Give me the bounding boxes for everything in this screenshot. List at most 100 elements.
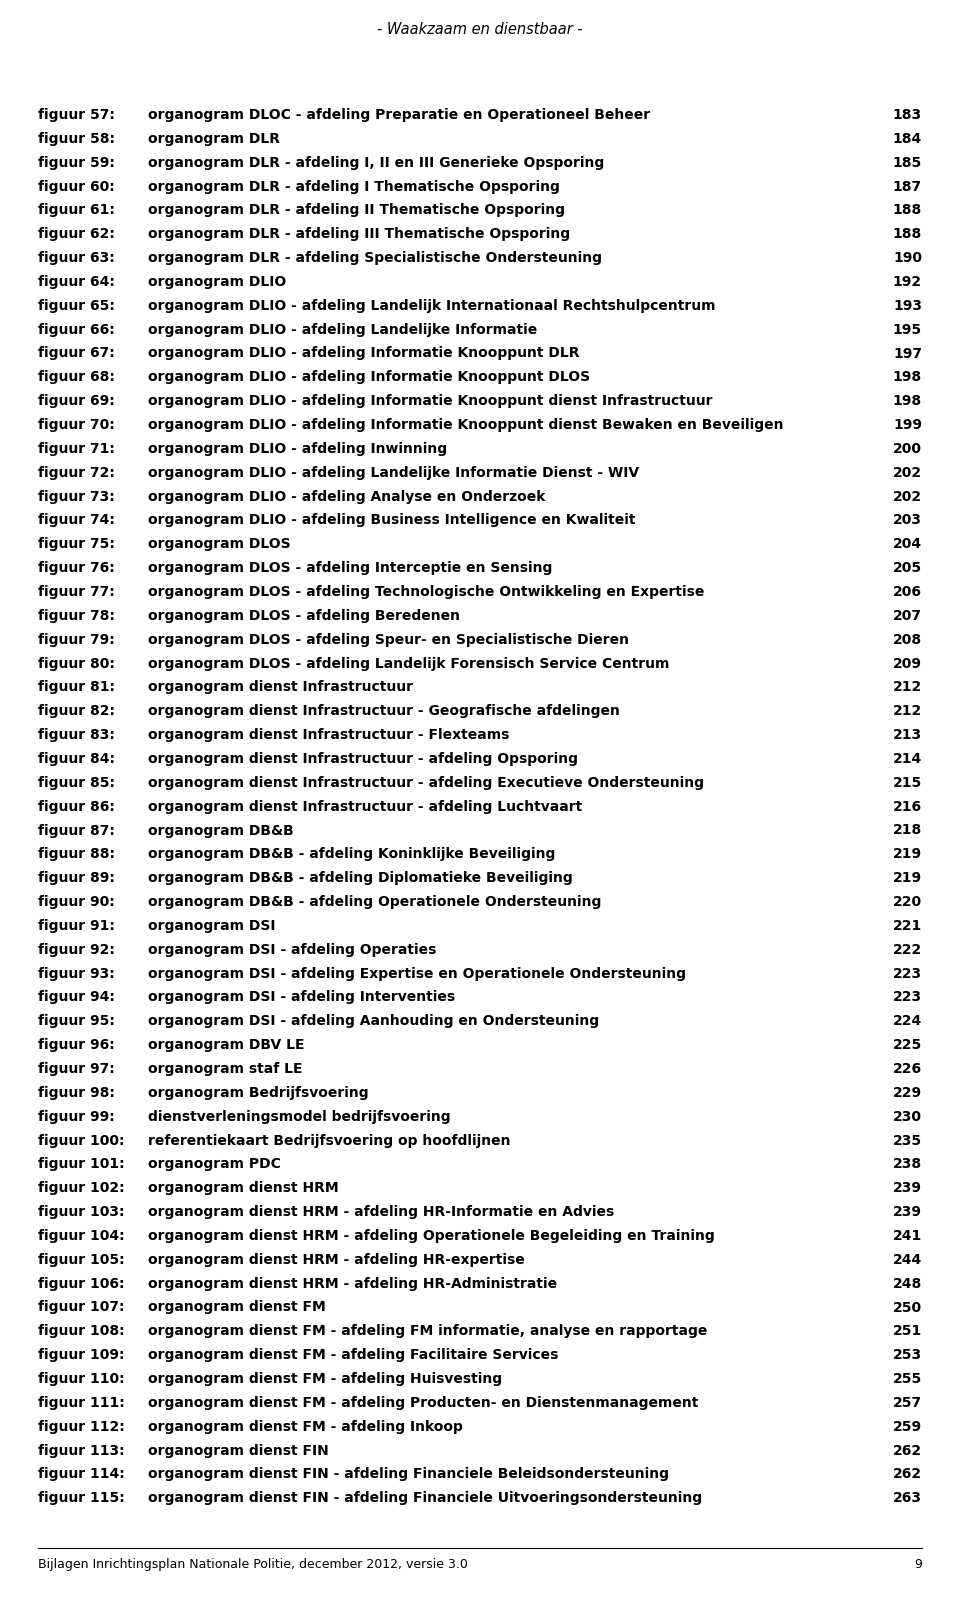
Text: figuur 95:: figuur 95: xyxy=(38,1014,115,1029)
Text: figuur 78:: figuur 78: xyxy=(38,610,115,622)
Text: figuur 68:: figuur 68: xyxy=(38,370,115,384)
Text: figuur 79:: figuur 79: xyxy=(38,632,115,646)
Text: figuur 57:: figuur 57: xyxy=(38,109,115,122)
Text: organogram dienst FM - afdeling Huisvesting: organogram dienst FM - afdeling Huisvest… xyxy=(148,1373,502,1386)
Text: 202: 202 xyxy=(893,490,922,504)
Text: organogram DSI - afdeling Aanhouding en Ondersteuning: organogram DSI - afdeling Aanhouding en … xyxy=(148,1014,599,1029)
Text: figuur 85:: figuur 85: xyxy=(38,776,115,790)
Text: figuur 74:: figuur 74: xyxy=(38,514,115,528)
Text: organogram Bedrijfsvoering: organogram Bedrijfsvoering xyxy=(148,1086,369,1099)
Text: 198: 198 xyxy=(893,394,922,408)
Text: 244: 244 xyxy=(893,1253,922,1267)
Text: figuur 67:: figuur 67: xyxy=(38,347,115,360)
Text: organogram DB&B - afdeling Operationele Ondersteuning: organogram DB&B - afdeling Operationele … xyxy=(148,894,601,909)
Text: figuur 73:: figuur 73: xyxy=(38,490,115,504)
Text: organogram dienst Infrastructuur: organogram dienst Infrastructuur xyxy=(148,680,413,694)
Text: organogram DSI - afdeling Operaties: organogram DSI - afdeling Operaties xyxy=(148,942,437,957)
Text: figuur 84:: figuur 84: xyxy=(38,752,115,766)
Text: - Waakzaam en dienstbaar -: - Waakzaam en dienstbaar - xyxy=(377,22,583,37)
Text: figuur 65:: figuur 65: xyxy=(38,299,115,314)
Text: 209: 209 xyxy=(893,656,922,670)
Text: figuur 58:: figuur 58: xyxy=(38,131,115,146)
Text: figuur 97:: figuur 97: xyxy=(38,1062,115,1075)
Text: 216: 216 xyxy=(893,800,922,814)
Text: organogram DB&B: organogram DB&B xyxy=(148,824,294,837)
Text: organogram dienst FIN: organogram dienst FIN xyxy=(148,1443,328,1458)
Text: figuur 94:: figuur 94: xyxy=(38,990,115,1005)
Text: 204: 204 xyxy=(893,538,922,552)
Text: figuur 77:: figuur 77: xyxy=(38,586,115,598)
Text: 214: 214 xyxy=(893,752,922,766)
Text: figuur 96:: figuur 96: xyxy=(38,1038,115,1053)
Text: 263: 263 xyxy=(893,1491,922,1506)
Text: figuur 91:: figuur 91: xyxy=(38,918,115,933)
Text: 185: 185 xyxy=(893,155,922,170)
Text: figuur 102:: figuur 102: xyxy=(38,1181,125,1195)
Text: figuur 60:: figuur 60: xyxy=(38,179,115,194)
Text: 239: 239 xyxy=(893,1205,922,1219)
Text: 230: 230 xyxy=(893,1110,922,1123)
Text: figuur 61:: figuur 61: xyxy=(38,203,115,218)
Text: figuur 76:: figuur 76: xyxy=(38,562,115,574)
Text: organogram DSI - afdeling Interventies: organogram DSI - afdeling Interventies xyxy=(148,990,455,1005)
Text: 198: 198 xyxy=(893,370,922,384)
Text: organogram DLIO - afdeling Informatie Knooppunt dienst Bewaken en Beveiligen: organogram DLIO - afdeling Informatie Kn… xyxy=(148,418,783,432)
Text: figuur 62:: figuur 62: xyxy=(38,227,115,242)
Text: organogram dienst HRM - afdeling HR-Informatie en Advies: organogram dienst HRM - afdeling HR-Info… xyxy=(148,1205,614,1219)
Text: 229: 229 xyxy=(893,1086,922,1099)
Text: 199: 199 xyxy=(893,418,922,432)
Text: organogram dienst Infrastructuur - Geografische afdelingen: organogram dienst Infrastructuur - Geogr… xyxy=(148,704,620,718)
Text: 9: 9 xyxy=(914,1558,922,1571)
Text: organogram DLIO - afdeling Inwinning: organogram DLIO - afdeling Inwinning xyxy=(148,442,447,456)
Text: organogram DLIO - afdeling Landelijk Internationaal Rechtshulpcentrum: organogram DLIO - afdeling Landelijk Int… xyxy=(148,299,715,314)
Text: figuur 71:: figuur 71: xyxy=(38,442,115,456)
Text: figuur 101:: figuur 101: xyxy=(38,1157,125,1171)
Text: 200: 200 xyxy=(893,442,922,456)
Text: organogram dienst FM - afdeling Inkoop: organogram dienst FM - afdeling Inkoop xyxy=(148,1419,463,1434)
Text: organogram DLIO - afdeling Informatie Knooppunt DLOS: organogram DLIO - afdeling Informatie Kn… xyxy=(148,370,590,384)
Text: organogram DLR - afdeling II Thematische Opsporing: organogram DLR - afdeling II Thematische… xyxy=(148,203,565,218)
Text: figuur 93:: figuur 93: xyxy=(38,966,115,981)
Text: 251: 251 xyxy=(893,1325,922,1338)
Text: figuur 109:: figuur 109: xyxy=(38,1349,125,1362)
Text: 195: 195 xyxy=(893,323,922,336)
Text: figuur 113:: figuur 113: xyxy=(38,1443,125,1458)
Text: 239: 239 xyxy=(893,1181,922,1195)
Text: organogram DLR - afdeling Specialistische Ondersteuning: organogram DLR - afdeling Specialistisch… xyxy=(148,251,602,266)
Text: organogram dienst HRM: organogram dienst HRM xyxy=(148,1181,339,1195)
Text: 221: 221 xyxy=(893,918,922,933)
Text: 248: 248 xyxy=(893,1277,922,1291)
Text: organogram DLOS - afdeling Speur- en Specialistische Dieren: organogram DLOS - afdeling Speur- en Spe… xyxy=(148,632,629,646)
Text: 262: 262 xyxy=(893,1443,922,1458)
Text: 250: 250 xyxy=(893,1301,922,1315)
Text: organogram DBV LE: organogram DBV LE xyxy=(148,1038,304,1053)
Text: figuur 80:: figuur 80: xyxy=(38,656,115,670)
Text: 190: 190 xyxy=(893,251,922,266)
Text: 183: 183 xyxy=(893,109,922,122)
Text: figuur 69:: figuur 69: xyxy=(38,394,115,408)
Text: 224: 224 xyxy=(893,1014,922,1029)
Text: organogram DLIO - afdeling Analyse en Onderzoek: organogram DLIO - afdeling Analyse en On… xyxy=(148,490,545,504)
Text: organogram DLR - afdeling I, II en III Generieke Opsporing: organogram DLR - afdeling I, II en III G… xyxy=(148,155,604,170)
Text: organogram dienst FM: organogram dienst FM xyxy=(148,1301,325,1315)
Text: figuur 111:: figuur 111: xyxy=(38,1395,125,1410)
Text: organogram dienst HRM - afdeling HR-expertise: organogram dienst HRM - afdeling HR-expe… xyxy=(148,1253,525,1267)
Text: 226: 226 xyxy=(893,1062,922,1075)
Text: figuur 63:: figuur 63: xyxy=(38,251,115,266)
Text: organogram DSI - afdeling Expertise en Operationele Ondersteuning: organogram DSI - afdeling Expertise en O… xyxy=(148,966,686,981)
Text: 253: 253 xyxy=(893,1349,922,1362)
Text: 188: 188 xyxy=(893,227,922,242)
Text: 206: 206 xyxy=(893,586,922,598)
Text: organogram DLR - afdeling I Thematische Opsporing: organogram DLR - afdeling I Thematische … xyxy=(148,179,560,194)
Text: 215: 215 xyxy=(893,776,922,790)
Text: 187: 187 xyxy=(893,179,922,194)
Text: organogram DLIO - afdeling Business Intelligence en Kwaliteit: organogram DLIO - afdeling Business Inte… xyxy=(148,514,636,528)
Text: figuur 98:: figuur 98: xyxy=(38,1086,115,1099)
Text: figuur 70:: figuur 70: xyxy=(38,418,115,432)
Text: organogram DLIO - afdeling Landelijke Informatie: organogram DLIO - afdeling Landelijke In… xyxy=(148,323,538,336)
Text: 255: 255 xyxy=(893,1373,922,1386)
Text: 222: 222 xyxy=(893,942,922,957)
Text: organogram dienst FM - afdeling Facilitaire Services: organogram dienst FM - afdeling Facilita… xyxy=(148,1349,559,1362)
Text: 213: 213 xyxy=(893,728,922,742)
Text: organogram staf LE: organogram staf LE xyxy=(148,1062,302,1075)
